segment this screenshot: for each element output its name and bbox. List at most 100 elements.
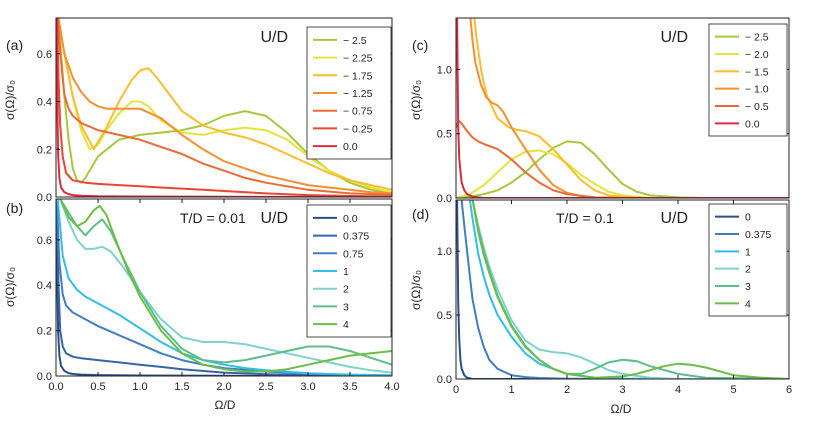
x-tick-label: 2.5 [258,381,273,393]
y-tick-label: 0.2 [37,144,52,156]
y-tick-label: 1.0 [437,64,452,76]
plot-frame [455,17,790,199]
y-tick-label: 0.0 [37,192,52,204]
legend: − 2.5 − 2.25 − 1.75 − 1.25 − 0.75 − 0.25 0.0 [306,26,392,160]
x-axis-label-left: Ω/D [215,398,236,412]
y-tick-label: 0.2 [37,326,52,338]
series-line-1 [57,18,392,194]
x-tick-label: 4 [675,384,681,396]
y-tick-label: 0.0 [437,374,452,386]
series-line-1 [456,149,789,198]
legend-entry-4: − 0.75 [343,106,373,118]
legend-entry-1: 0.375 [343,231,369,243]
panel-label: (a) [6,37,23,53]
x-tick-label: 2 [564,384,570,396]
legend-box [708,203,788,317]
x-tick-label: 1.0 [132,381,147,393]
legend-entry-4: 3 [745,281,751,293]
legend-entry-1: − 2.0 [745,49,769,61]
legend-entry-5: − 0.25 [343,123,373,135]
legend-entry-3: − 1.25 [343,88,373,100]
legend-entry-2: 0.75 [343,248,364,260]
panel-label: (d) [412,206,429,222]
legend-entry-0: 0.0 [343,213,358,225]
legend-entry-2: − 1.5 [745,66,769,78]
x-axis-label-right: Ω/D [611,402,632,416]
panel-c: 0.0 0.5 1.0 (c) U/D − 2.5 − 2.0 − 1.5 − 1.0 − 0.5… [412,17,790,205]
y-axis-label-a: σ(Ω)/σ₀ [3,80,17,120]
legend-entry-5: 0.0 [745,118,760,130]
panel-a: 0.0 0.2 0.4 0.6 (a) U/D − 2.5 − 2.25 − 1.75 − 1.2… [6,17,393,204]
y-axis-label-c: σ(Ω)/σ₀ [409,80,423,120]
panel-b: 0.0 0.2 0.4 0.6 0.0 0.5 1.0 1.5 2.0 2.5 3.0 3.5 4.0 (… [6,198,400,393]
corner-label-ud: U/D [260,29,288,46]
panel-label: (c) [412,37,428,53]
x-tick-label: 1.5 [174,381,189,393]
y-axis-label-b: σ(Ω)/σ₀ [3,267,17,307]
series-line-3 [57,18,392,195]
legend-entry-3: 1 [343,266,349,278]
legend-box [708,23,788,137]
panels-layer: 0.0 0.2 0.4 0.6 (a) U/D − 2.5 − 2.25 − 1.75 − 1.2… [6,17,792,396]
legend-entry-4: 2 [343,284,349,296]
y-tick-label: 0.6 [37,235,52,247]
y-tick-label: 0.5 [437,129,452,141]
x-tick-label: 3.5 [342,381,357,393]
x-tick-label: 5 [730,384,736,396]
legend-entry-1: − 2.25 [343,53,373,65]
legend-entry-3: − 1.0 [745,84,769,96]
series-line-6 [59,199,392,373]
corner-label-ud: U/D [660,29,688,46]
legend-entry-2: − 1.75 [343,70,373,82]
y-tick-label: 0.0 [437,193,452,205]
y-tick-label: 0.6 [37,49,52,61]
x-tick-label: 0.0 [48,381,63,393]
series-line-2 [57,18,392,191]
series-line-3 [56,199,392,376]
legend-entry-0: − 2.5 [745,32,769,44]
temperature-label: T/D = 0.01 [180,210,246,226]
legend-entry-0: − 2.5 [343,35,367,47]
legend-entry-6: 0.0 [343,141,358,153]
legend-entry-0: 0 [745,212,751,224]
y-tick-label: 0.5 [437,310,452,322]
legend-entry-2: 1 [745,246,751,258]
y-tick-label: 0.0 [37,371,52,383]
legend-entry-3: 2 [745,264,751,276]
temperature-label: T/D = 0.1 [556,210,614,226]
x-tick-label: 1 [508,384,514,396]
panel-d: 0.0 0.5 1.0 0 1 2 3 4 5 6 (d) U/D T/D = 0.1 0 0.375 1 2 3… [412,199,792,396]
x-tick-label: 3 [619,384,625,396]
panel-label: (b) [6,200,23,216]
series-line-5 [471,200,789,379]
series-line-1 [460,200,789,379]
y-tick-label: 1.0 [437,246,452,258]
legend-entry-4: − 0.5 [745,101,769,113]
x-tick-label: 6 [786,384,792,396]
series-line-5 [59,199,392,366]
legend: 0 0.375 1 2 3 4 [708,203,788,317]
plot-frame [55,17,393,198]
x-tick-label: 3.0 [300,381,315,393]
series-line-5 [56,18,392,197]
series-group [56,18,392,197]
legend-entry-1: 0.375 [745,229,771,241]
x-tick-label: 2.0 [216,381,231,393]
series-line-5 [456,18,789,198]
x-tick-label: 4.0 [384,381,399,393]
legend-entry-5: 3 [343,301,349,313]
series-line-4 [56,18,392,196]
series-line-2 [473,18,789,198]
x-tick-label: 0.5 [90,381,105,393]
legend-entry-6: 4 [343,319,349,331]
legend-entry-5: 4 [745,298,751,310]
corner-label-ud: U/D [260,210,288,227]
series-line-1 [56,199,392,376]
series-line-0 [56,18,392,195]
x-tick-label: 0 [453,384,459,396]
series-line-0 [456,200,789,379]
series-line-3 [469,18,789,198]
legend: 0.0 0.375 0.75 1 2 3 4 [306,204,392,338]
y-tick-label: 0.4 [37,280,52,292]
legend: − 2.5 − 2.0 − 1.5 − 1.0 − 0.5 0.0 [708,23,788,137]
